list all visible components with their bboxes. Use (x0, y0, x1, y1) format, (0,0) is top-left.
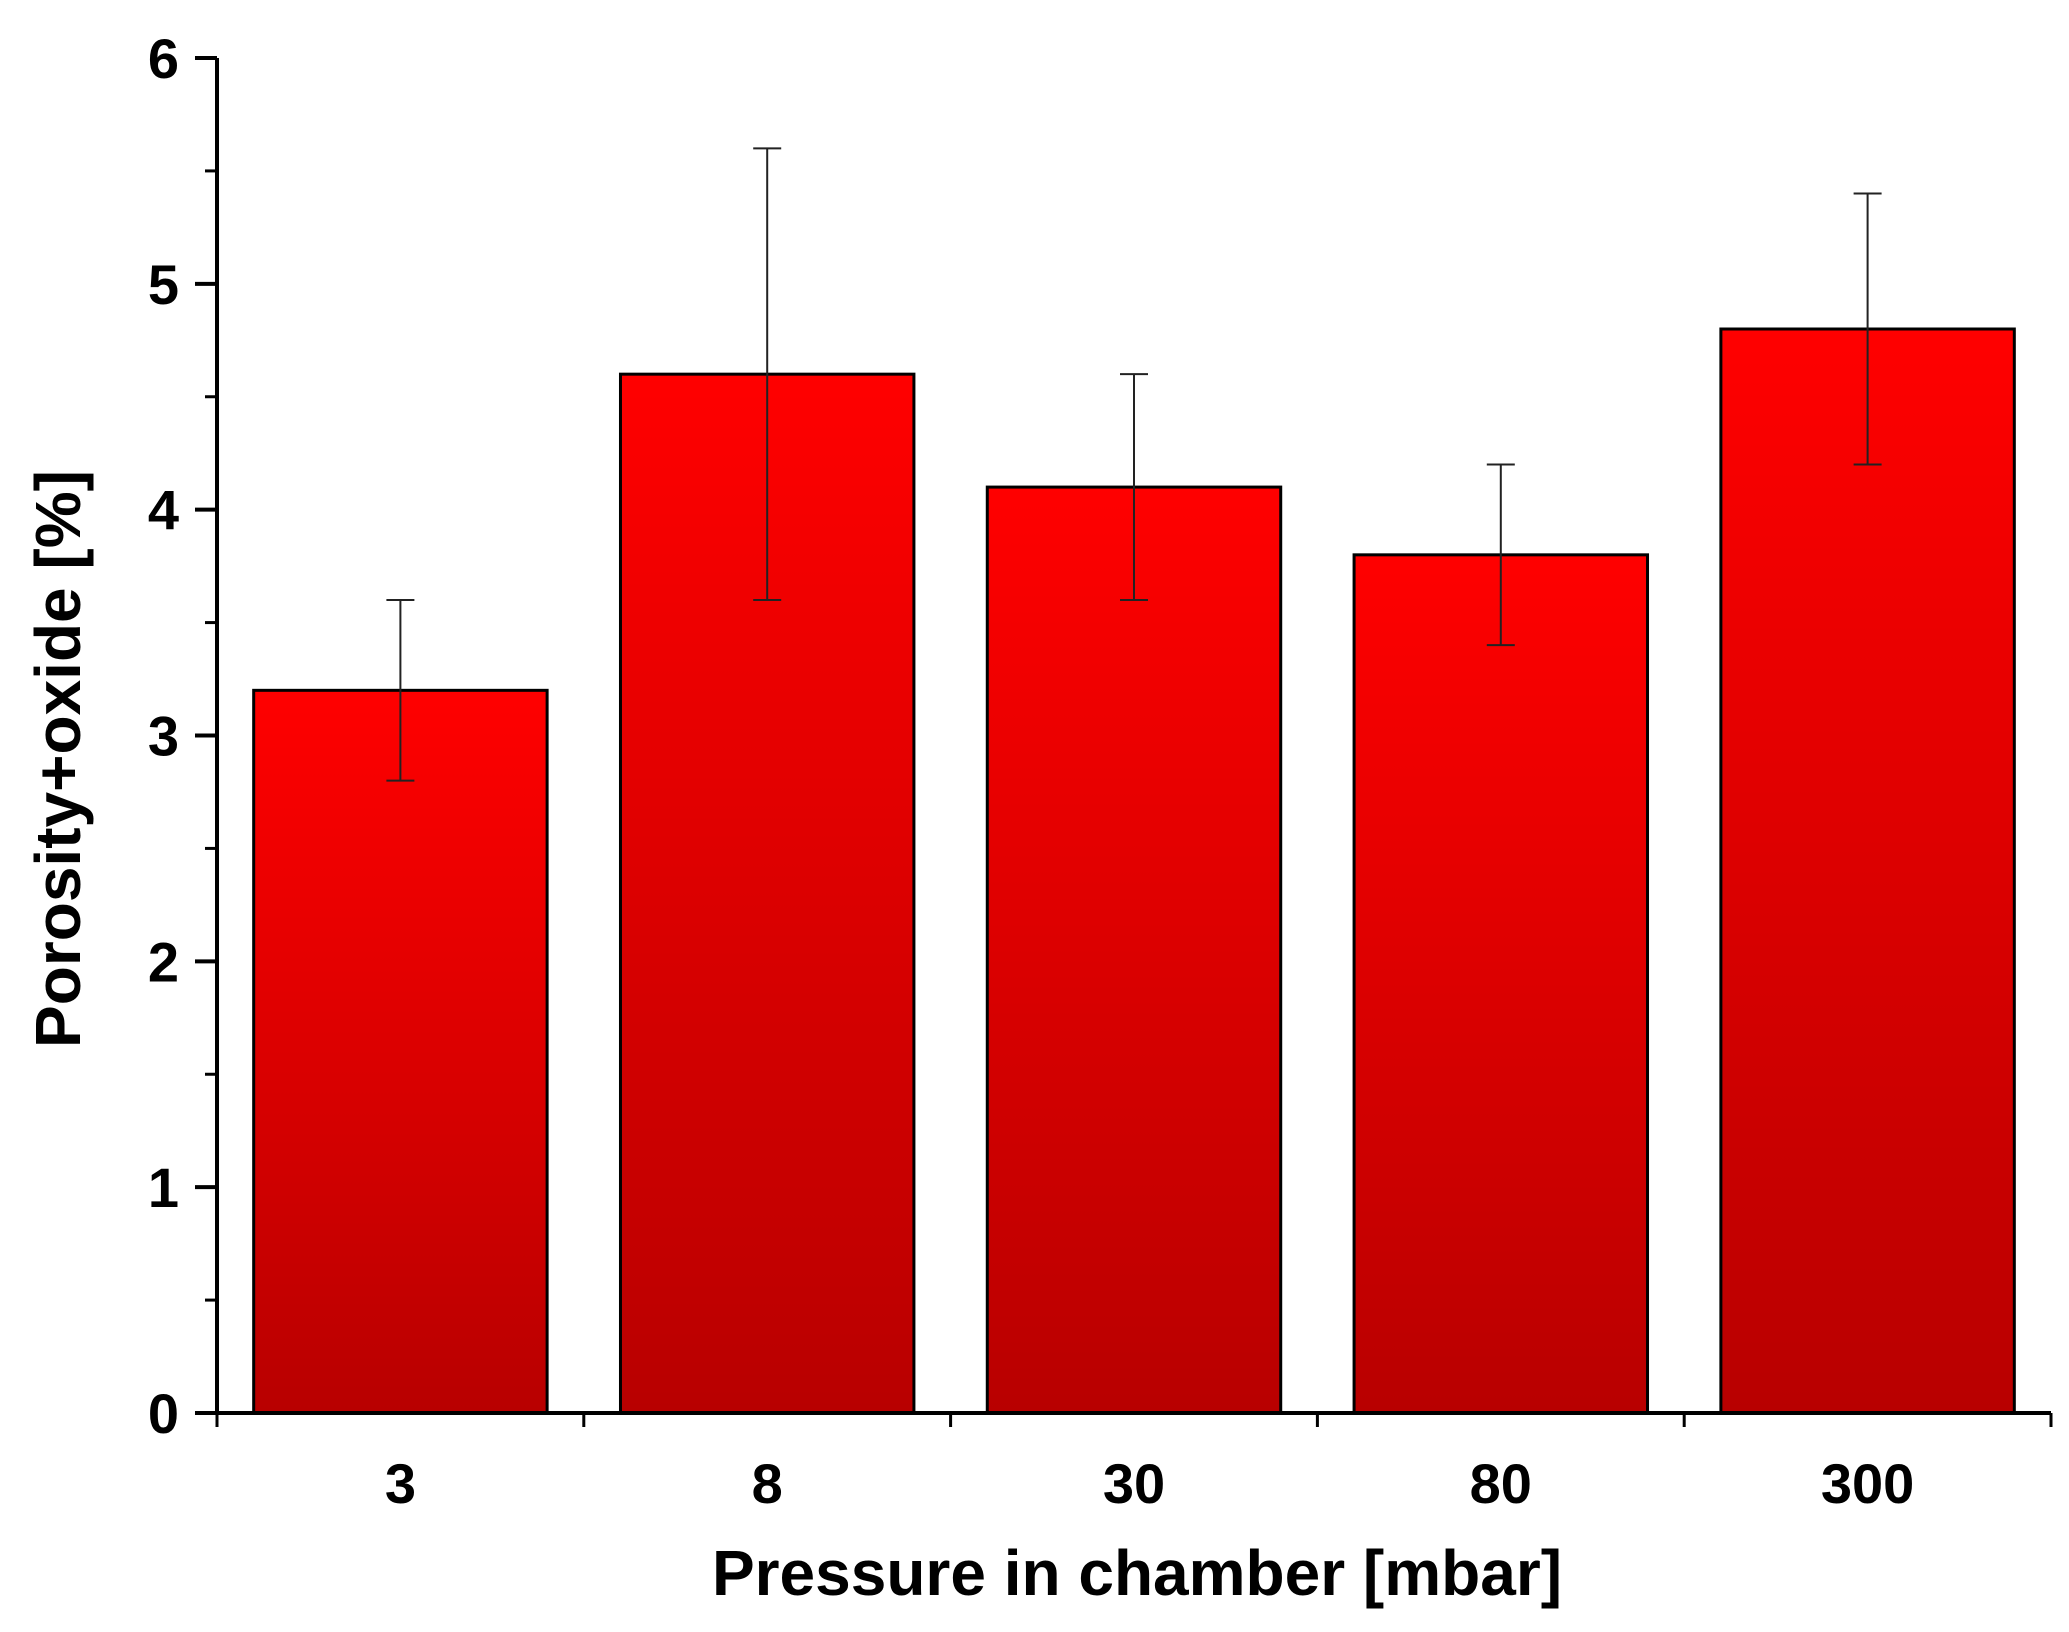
bar-80 (1352, 553, 1650, 1415)
labels-layer: 0 1 2 3 4 5 6 3 8 30 80 300 (148, 27, 1914, 1515)
axes-layer (195, 56, 2053, 1427)
y-tick-label-1: 1 (148, 1156, 179, 1219)
y-axis-title: Porosity+oxide [%] (22, 470, 94, 1048)
y-tick-label-3: 3 (148, 705, 179, 768)
y-tick-label-5: 5 (148, 253, 179, 316)
y-tick-label-4: 4 (148, 479, 179, 542)
errorbars-layer (386, 147, 1882, 782)
x-tick-label-300: 300 (1821, 1452, 1914, 1515)
errorbar-30 (1120, 373, 1148, 601)
errorbar-8 (753, 147, 782, 601)
x-tick-label-30: 30 (1103, 1452, 1165, 1515)
errorbar-300 (1853, 192, 1882, 466)
bar-300 (1719, 327, 2016, 1415)
y-tick-label-6: 6 (148, 27, 179, 90)
bar-3 (252, 688, 549, 1415)
x-tick-label-80: 80 (1470, 1452, 1532, 1515)
x-tick-label-8: 8 (752, 1452, 783, 1515)
bar-30 (985, 485, 1283, 1415)
x-tick-label-3: 3 (385, 1452, 416, 1515)
x-axis-title: Pressure in chamber [mbar] (712, 1537, 1562, 1609)
y-tick-label-2: 2 (148, 930, 179, 993)
y-tick-label-0: 0 (148, 1382, 179, 1445)
errorbar-3 (386, 599, 415, 782)
errorbar-80 (1486, 463, 1515, 647)
